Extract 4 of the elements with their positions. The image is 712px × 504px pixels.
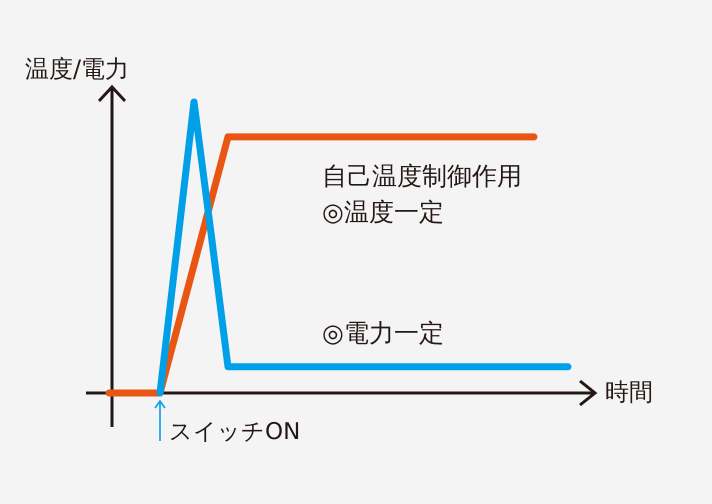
xlabel: 時間 [605,378,653,406]
annotation: スイッチON [169,419,300,445]
ylabel: 温度/電力 [25,55,130,83]
annotation: 自己温度制御作用 [322,162,522,190]
